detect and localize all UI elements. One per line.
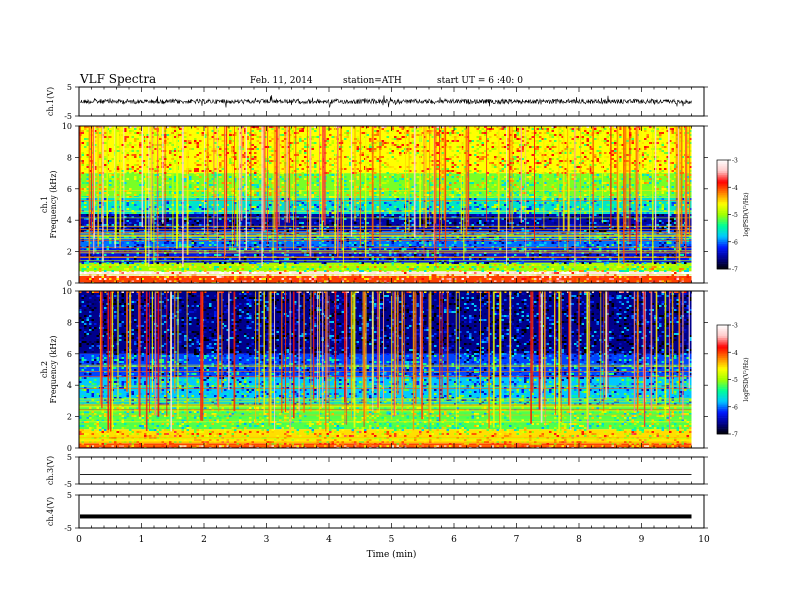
ch2-spectrogram-colorbar-tick: -3 (732, 323, 738, 330)
x-tick-label: 7 (514, 535, 520, 545)
ch1-spectrogram-image (79, 126, 704, 283)
x-tick-label: 5 (389, 535, 395, 545)
station-label: station=ATH (343, 76, 402, 86)
x-tick-label: 0 (76, 535, 82, 545)
ch2-spectrogram-colorbar-tick: -5 (732, 377, 738, 384)
date-label: Feb. 11, 2014 (250, 76, 313, 86)
x-tick-label: 8 (576, 535, 582, 545)
ch2-spectrogram-ytick: 6 (67, 350, 72, 359)
ch2-spectrogram-ytick: 0 (67, 444, 72, 453)
ch2-spectrogram-ylabel-channel: ch.2 (40, 361, 49, 378)
ch1-waveform-ytick: 5 (67, 83, 72, 92)
ch2-spectrogram-image (79, 291, 704, 448)
ch1-spectrogram-ytick: 10 (62, 122, 72, 131)
ch2-spectrogram-colorbar-tick: -7 (732, 432, 738, 439)
ch2-spectrogram-colorbar-label: logPSD(V²/Hz) (743, 357, 750, 401)
x-tick-label: 2 (201, 535, 207, 545)
ch1-spectrogram-colorbar-tick: -7 (732, 267, 738, 274)
ch1-waveform-ytick: -5 (64, 112, 72, 121)
ch1-spectrogram-ytick: 0 (67, 279, 72, 288)
ch1-spectrogram-colorbar-tick: -4 (732, 185, 738, 192)
ch4-waveform-bg (79, 495, 704, 528)
ch1-spectrogram-ylabel: Frequency (kHz) (49, 170, 58, 238)
ch2-spectrogram-colorbar-tick: -4 (732, 350, 738, 357)
ch2-spectrogram-ytick: 4 (67, 381, 72, 390)
ch2-spectrogram-ytick: 10 (62, 287, 72, 296)
ch1-spectrogram-ytick: 8 (67, 153, 72, 162)
ch3-waveform-ylabel: ch.3(V) (46, 456, 55, 485)
x-tick-label: 3 (264, 535, 270, 545)
ch1-spectrogram-colorbar-label: logPSD(V²/Hz) (743, 192, 750, 236)
ch1-spectrogram-ylabel-channel: ch.1 (40, 196, 49, 213)
ch1-waveform-ylabel: ch.1(V) (46, 87, 55, 116)
ch2-spectrogram-ytick: 8 (67, 318, 72, 327)
x-tick-label: 6 (451, 535, 457, 545)
ch2-spectrogram-ytick: 2 (67, 413, 72, 422)
ch4-waveform-ylabel: ch.4(V) (46, 497, 55, 526)
start-time-label: start UT = 6 :40: 0 (437, 76, 523, 86)
ch2-spectrogram-colorbar-tick: -6 (732, 404, 738, 411)
ch1-spectrogram-colorbar-tick: -5 (732, 212, 738, 219)
x-axis-label: Time (min) (367, 549, 417, 560)
ch1-waveform-line (79, 95, 692, 109)
ch3-waveform-ytick: -5 (64, 480, 72, 489)
ch1-spectrogram-ytick: 2 (67, 248, 72, 257)
x-tick-label: 1 (139, 535, 145, 545)
ch1-spectrogram-ytick: 4 (67, 216, 72, 225)
ch4-waveform-ytick: -5 (64, 524, 72, 533)
ch1-spectrogram-ytick: 6 (67, 185, 72, 194)
ch4-waveform-ytick: 5 (67, 491, 72, 500)
x-tick-label: 10 (698, 535, 710, 545)
ch2-spectrogram-ylabel: Frequency (kHz) (49, 335, 58, 403)
ch1-spectrogram-colorbar-tick: -3 (732, 158, 738, 165)
ch1-spectrogram-colorbar-tick: -6 (732, 239, 738, 246)
ch4-waveform-line (80, 514, 692, 519)
ch3-waveform-ytick: 5 (67, 453, 72, 462)
x-tick-label: 4 (326, 535, 332, 545)
figure-title: VLF Spectra (80, 72, 157, 86)
x-tick-label: 9 (639, 535, 645, 545)
